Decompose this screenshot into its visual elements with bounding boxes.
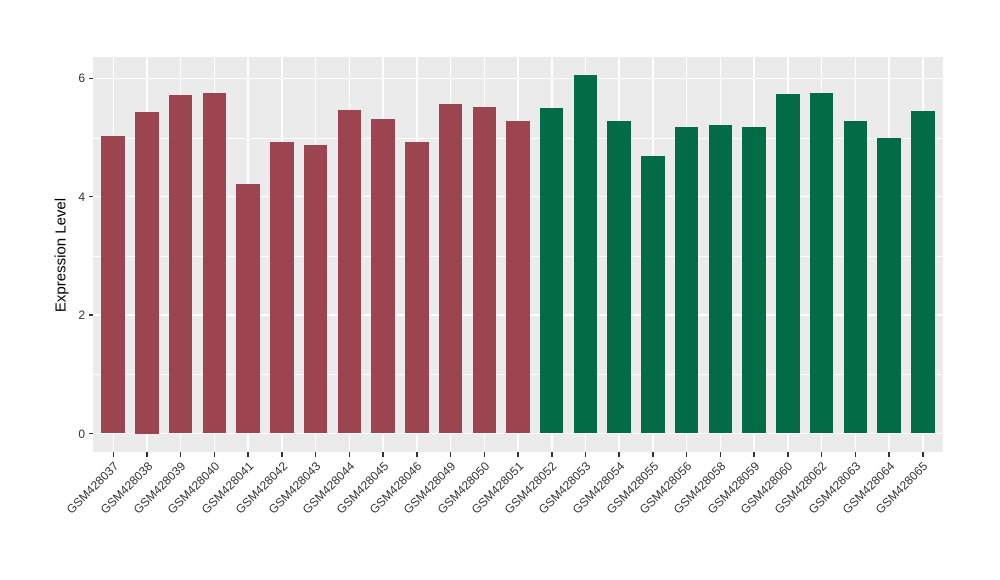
bar-GSM428056	[674, 127, 699, 434]
y-tick-mark	[88, 195, 93, 198]
y-tick-label: 0	[78, 426, 85, 441]
x-tick-mark	[753, 452, 755, 457]
bar-GSM428045	[371, 118, 395, 434]
x-tick-mark	[820, 452, 823, 457]
bar-GSM428062	[809, 93, 834, 434]
y-tick-label: 2	[78, 308, 85, 323]
y-tick-mark	[88, 77, 93, 79]
x-tick-mark	[719, 452, 722, 457]
bar-GSM428049	[438, 104, 463, 434]
x-tick-mark	[517, 452, 519, 457]
bar-GSM428052	[539, 107, 564, 434]
x-tick-mark	[213, 452, 216, 457]
bar-GSM428043	[303, 144, 328, 434]
x-tick-mark	[652, 452, 654, 457]
x-tick-mark	[449, 452, 452, 457]
x-tick-mark	[685, 452, 688, 457]
bar-GSM428059	[742, 127, 766, 434]
x-tick-mark	[348, 452, 351, 457]
bar-GSM428041	[236, 184, 260, 434]
bar-GSM428064	[877, 138, 901, 434]
bar-GSM428054	[607, 120, 631, 434]
bar-GSM428039	[168, 94, 193, 434]
bar-GSM428065	[911, 110, 935, 434]
x-tick-mark	[922, 452, 924, 457]
bar-GSM428044	[337, 110, 362, 434]
x-tick-mark	[382, 452, 384, 457]
y-tick-label: 4	[78, 189, 85, 204]
y-axis-title: Expression Level	[52, 197, 70, 312]
x-tick-mark	[179, 452, 182, 457]
bar-GSM428058	[708, 125, 733, 434]
y-gridline-major	[93, 77, 943, 79]
x-tick-mark	[416, 452, 418, 457]
y-tick-mark	[88, 432, 93, 435]
bar-GSM428046	[405, 142, 429, 434]
x-tick-mark	[618, 452, 620, 457]
y-tick-mark	[88, 314, 93, 316]
x-tick-mark	[112, 452, 114, 457]
x-tick-mark	[247, 452, 249, 457]
bar-GSM428050	[472, 106, 497, 434]
bar-GSM428040	[202, 93, 227, 434]
x-tick-mark	[787, 452, 789, 457]
bar-GSM428063	[843, 120, 868, 434]
bar-GSM428042	[270, 141, 294, 434]
y-tick-label: 6	[78, 71, 85, 86]
x-tick-mark	[551, 452, 553, 457]
x-tick-mark	[146, 452, 148, 457]
plot-panel	[93, 57, 943, 452]
x-tick-mark	[314, 452, 317, 457]
bar-GSM428053	[573, 74, 598, 434]
bar-GSM428055	[641, 156, 665, 434]
bar-GSM428037	[101, 136, 125, 434]
x-tick-mark	[281, 452, 283, 457]
bar-GSM428051	[506, 120, 530, 434]
x-tick-mark	[854, 452, 857, 457]
x-tick-mark	[584, 452, 587, 457]
bar-GSM428038	[135, 112, 159, 434]
x-tick-mark	[888, 452, 890, 457]
x-tick-mark	[483, 452, 485, 457]
y-gridline-major	[93, 432, 943, 435]
bar-GSM428060	[776, 94, 800, 434]
